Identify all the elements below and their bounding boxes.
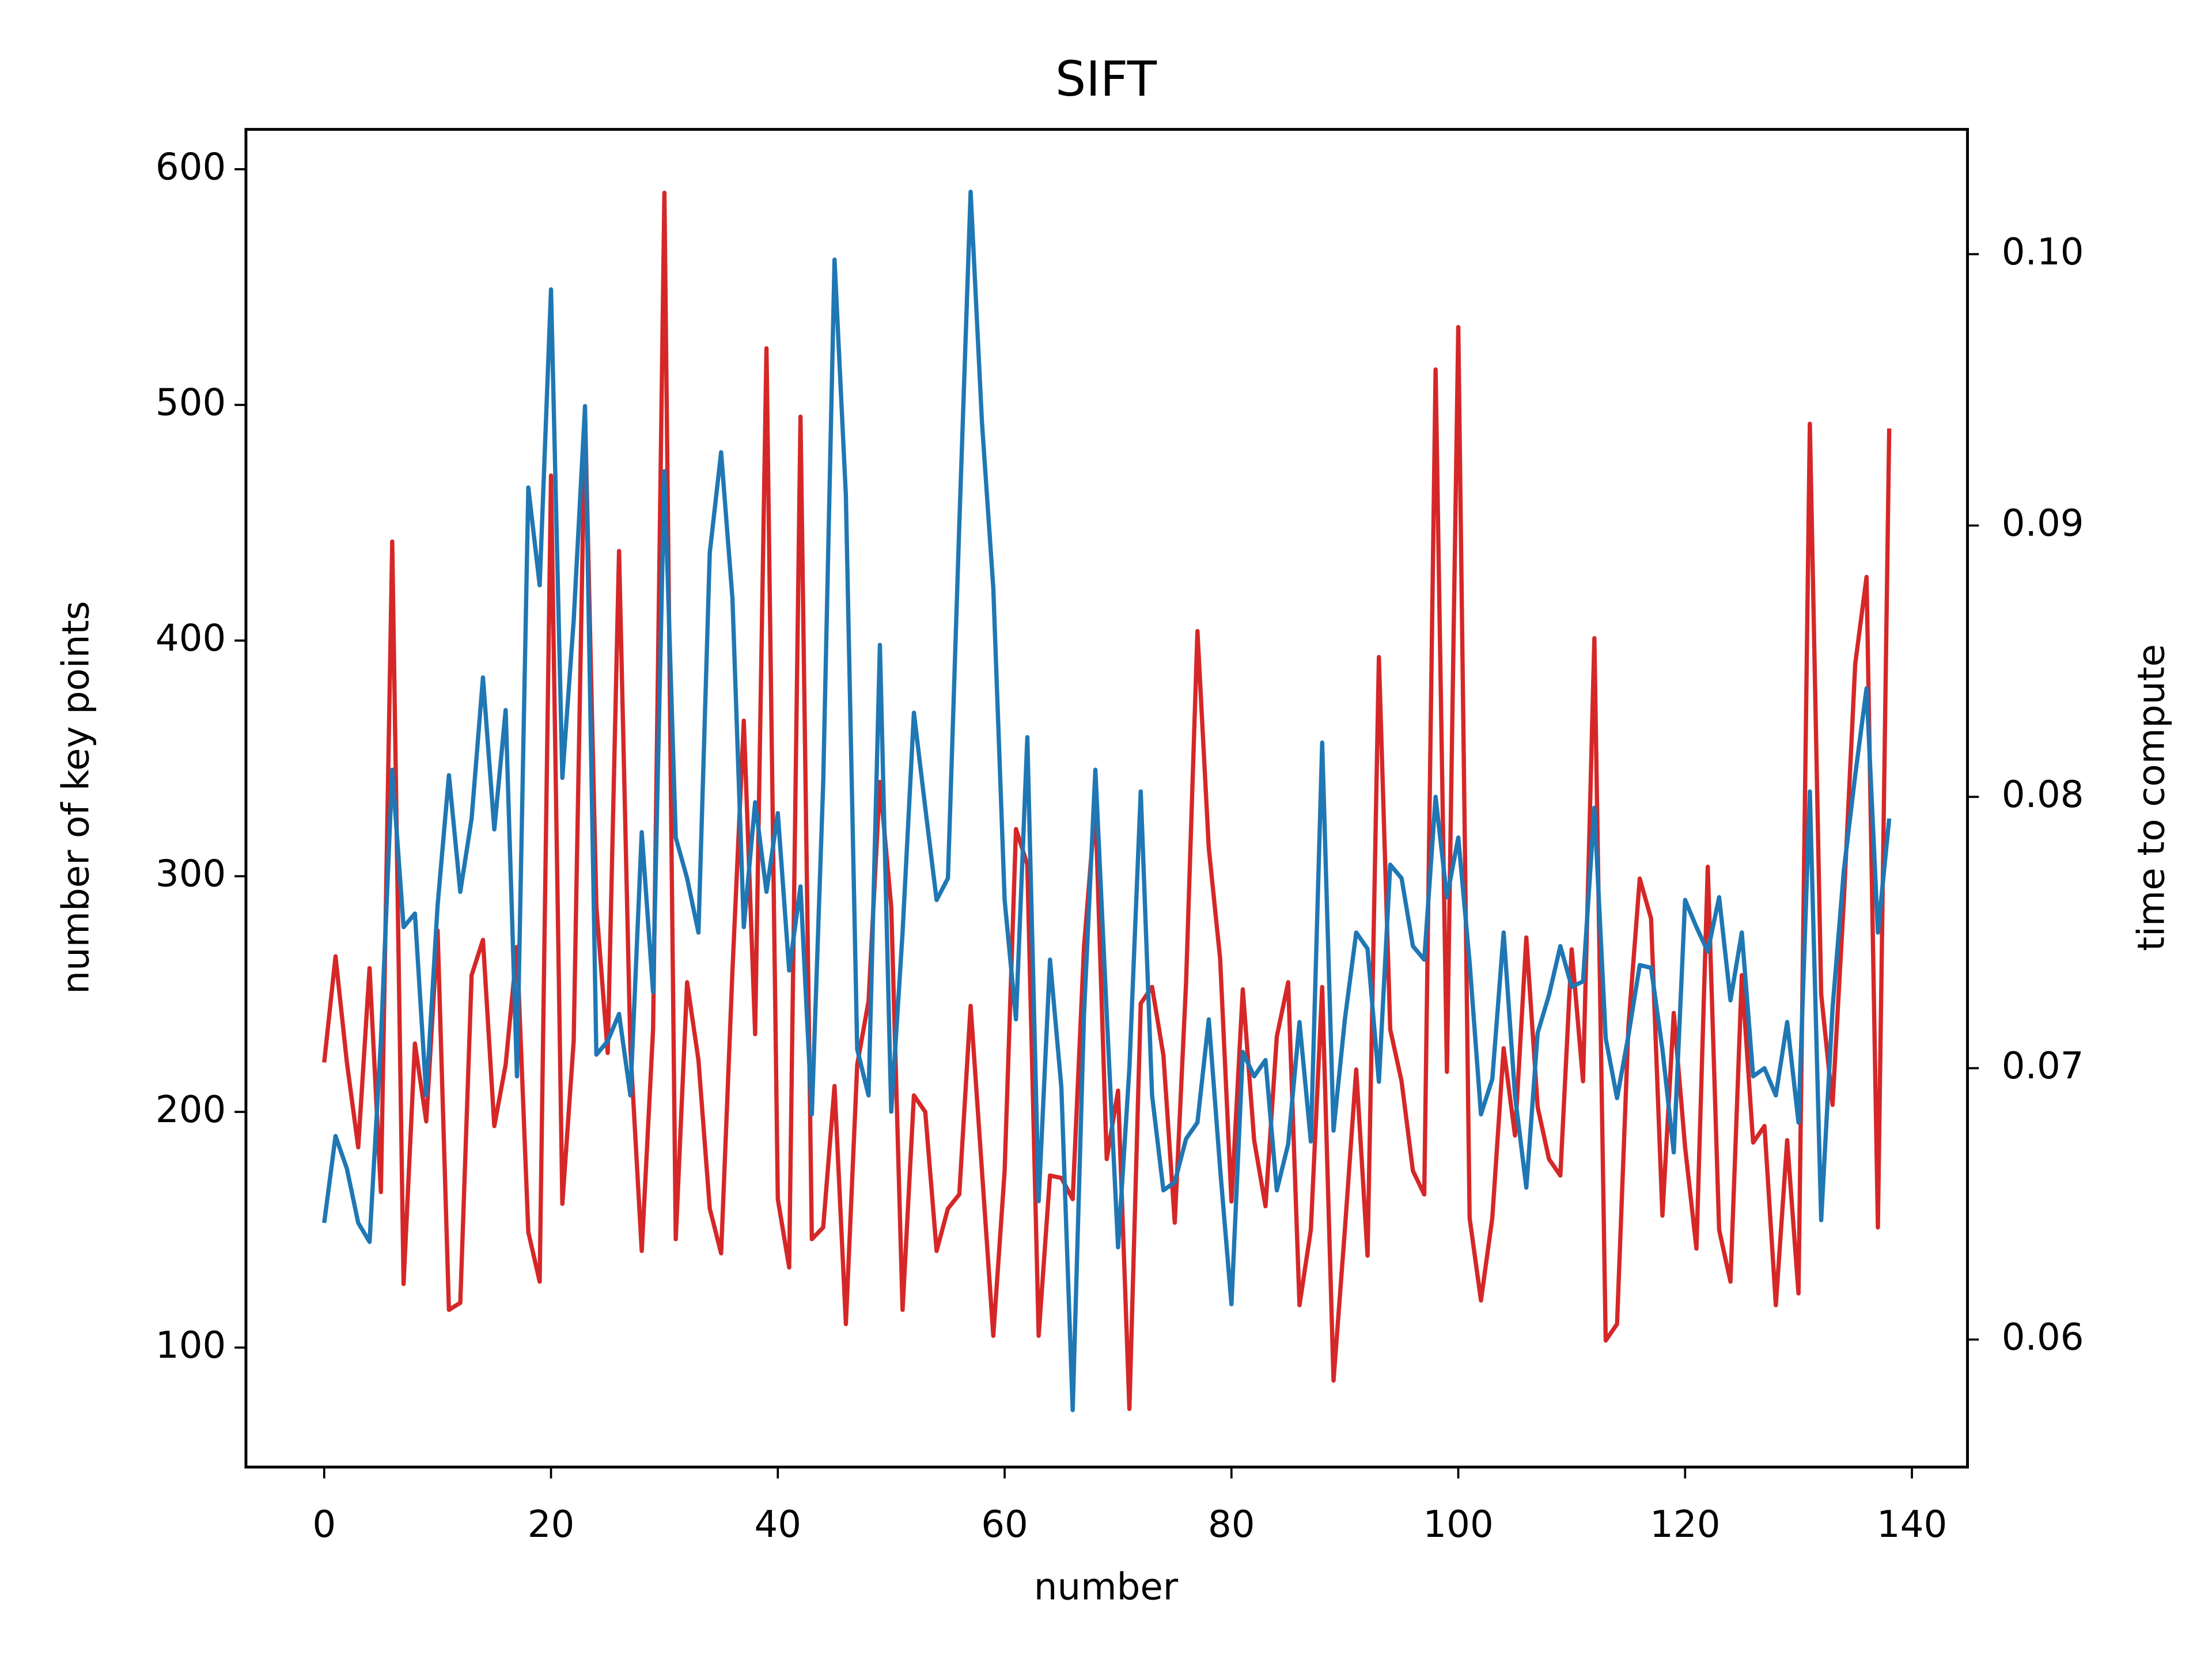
x-tick-label: 0 — [312, 1503, 336, 1546]
y2-tick-label: 0.10 — [2002, 230, 2084, 274]
y-axis-label: number of key points — [54, 601, 97, 994]
x-axis-label: number — [1034, 1566, 1179, 1609]
y-tick-label: 200 — [156, 1088, 226, 1131]
x-tick-label: 80 — [1208, 1503, 1255, 1546]
y2-tick-label: 0.08 — [2002, 773, 2084, 816]
x-tick-label: 120 — [1650, 1503, 1720, 1546]
y2-axis-label: time to compute — [2130, 644, 2173, 951]
y-tick-label: 500 — [156, 381, 226, 424]
y-tick-label: 400 — [156, 617, 226, 660]
y-tick-label: 600 — [156, 145, 226, 188]
x-tick-label: 100 — [1423, 1503, 1493, 1546]
x-tick-label: 60 — [981, 1503, 1028, 1546]
y-tick-label: 300 — [156, 853, 226, 896]
y2-tick-label: 0.09 — [2002, 502, 2084, 545]
y2-tick-label: 0.06 — [2002, 1316, 2084, 1359]
chart-title: SIFT — [1055, 51, 1157, 107]
data-line — [322, 190, 1892, 1412]
y2-tick-label: 0.07 — [2002, 1044, 2084, 1088]
x-tick-label: 140 — [1877, 1503, 1947, 1546]
plot-frame — [244, 128, 1969, 1469]
x-tick-label: 40 — [754, 1503, 801, 1546]
x-tick-label: 20 — [528, 1503, 575, 1546]
y-tick-label: 100 — [156, 1324, 226, 1367]
